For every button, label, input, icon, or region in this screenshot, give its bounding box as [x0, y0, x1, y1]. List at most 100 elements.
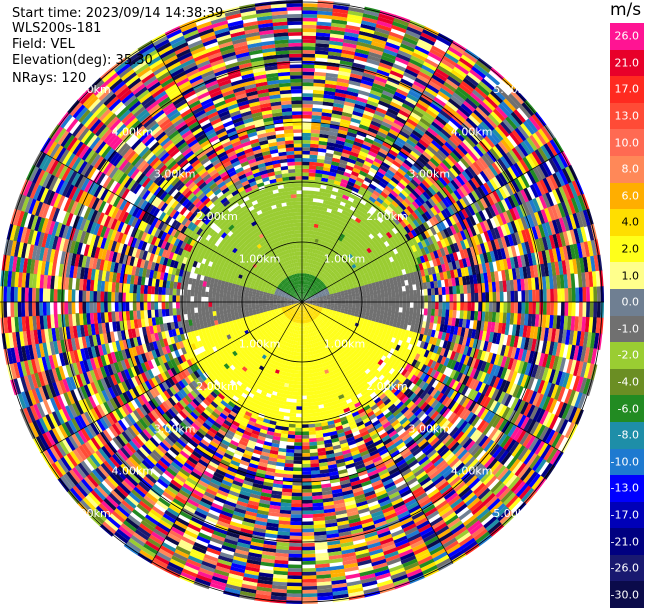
velocity-gate: [302, 172, 309, 176]
velocity-gate: [286, 590, 302, 594]
velocity-gate: [460, 310, 464, 319]
velocity-gate: [299, 360, 302, 364]
velocity-gate: [402, 313, 406, 319]
velocity-gate: [302, 151, 310, 155]
velocity-gate: [352, 296, 356, 299]
velocity-gate: [293, 460, 302, 464]
velocity-gate: [301, 532, 314, 536]
velocity-gate: [428, 295, 432, 302]
velocity-gate: [359, 292, 363, 296]
velocity-gate: [410, 296, 414, 302]
velocity-gate: [289, 543, 303, 547]
velocity-gate: [586, 287, 590, 303]
velocity-gate: [384, 311, 388, 316]
velocity-gate: [399, 302, 403, 308]
velocity-gate: [311, 474, 321, 478]
velocity-gate: [299, 345, 302, 349]
velocity-gate: [289, 424, 296, 428]
velocity-gate: [521, 290, 525, 302]
velocity-gate: [305, 366, 309, 370]
velocity-gate: [302, 385, 307, 389]
velocity-gate: [445, 310, 449, 318]
velocity-gate: [302, 194, 308, 198]
velocity-gate: [384, 306, 388, 311]
velocity-gate: [302, 435, 310, 439]
velocity-gate: [370, 302, 374, 306]
velocity-gate: [310, 147, 319, 151]
velocity-gate: [302, 28, 317, 32]
velocity-gate: [302, 183, 309, 187]
velocity-gate: [356, 302, 360, 305]
velocity-gate: [302, 370, 306, 374]
velocity-gate: [297, 385, 302, 389]
velocity-gate: [302, 205, 307, 209]
velocity-gate: [572, 288, 576, 303]
velocity-gate: [302, 64, 315, 68]
velocity-gate: [302, 86, 314, 90]
velocity-gate: [399, 292, 403, 298]
velocity-gate: [377, 290, 381, 295]
velocity-gate: [302, 129, 312, 133]
velocity-gate: [374, 306, 378, 310]
velocity-gate: [311, 387, 316, 391]
velocity-gate: [474, 284, 478, 294]
velocity-gate: [370, 295, 374, 299]
velocity-gate: [471, 293, 475, 303]
velocity-gate: [287, 575, 302, 579]
velocity-gate: [395, 292, 399, 298]
velocity-gate: [307, 399, 313, 403]
velocity-gate: [310, 151, 319, 155]
velocity-gate: [310, 460, 319, 464]
velocity-gate: [312, 202, 318, 206]
velocity-gate: [449, 310, 453, 319]
velocity-gate: [293, 381, 298, 385]
velocity-gate: [345, 297, 349, 300]
velocity-gate: [291, 500, 302, 504]
velocity-gate: [392, 297, 396, 302]
velocity-gate: [387, 288, 391, 293]
velocity-gate: [286, 597, 302, 601]
velocity-gate: [302, 75, 315, 79]
velocity-gate: [302, 223, 306, 227]
velocity-gate: [301, 550, 315, 554]
velocity-gate: [302, 111, 313, 115]
velocity-gate: [572, 302, 576, 317]
velocity-gate: [302, 457, 311, 461]
velocity-gate: [307, 205, 313, 209]
velocity-gate: [295, 421, 302, 425]
velocity-gate: [298, 374, 302, 378]
velocity-gate: [373, 310, 377, 315]
velocity-gate: [388, 297, 392, 302]
velocity-gate: [294, 446, 302, 450]
velocity-gate: [290, 514, 302, 518]
velocity-gate: [302, 154, 310, 158]
velocity-gate: [413, 296, 417, 302]
velocity-gate: [306, 381, 311, 385]
velocity-gate: [388, 307, 392, 312]
velocity-gate: [405, 285, 409, 291]
velocity-gate: [496, 302, 500, 313]
velocity-gate: [302, 136, 311, 140]
velocity-gate: [292, 395, 298, 399]
velocity-gate: [292, 485, 302, 489]
velocity-gate: [435, 302, 439, 310]
velocity-gate: [406, 296, 410, 302]
velocity-gate: [554, 289, 558, 303]
velocity-gate: [496, 292, 500, 303]
velocity-gate: [356, 296, 360, 299]
velocity-gate: [413, 290, 417, 297]
velocity-gate: [288, 427, 295, 431]
velocity-gate: [457, 294, 461, 303]
velocity-gate: [391, 287, 395, 292]
velocity-gate: [302, 392, 307, 396]
velocity-gate: [302, 431, 309, 435]
velocity-gate: [311, 391, 316, 395]
velocity-gate: [310, 470, 320, 474]
velocity-gate: [539, 289, 543, 302]
velocity-gate: [301, 579, 316, 583]
velocity-gate: [388, 293, 392, 298]
velocity-gate: [307, 395, 313, 399]
velocity-gate: [292, 392, 297, 396]
velocity-gate: [564, 288, 568, 303]
velocity-gate: [366, 305, 370, 309]
